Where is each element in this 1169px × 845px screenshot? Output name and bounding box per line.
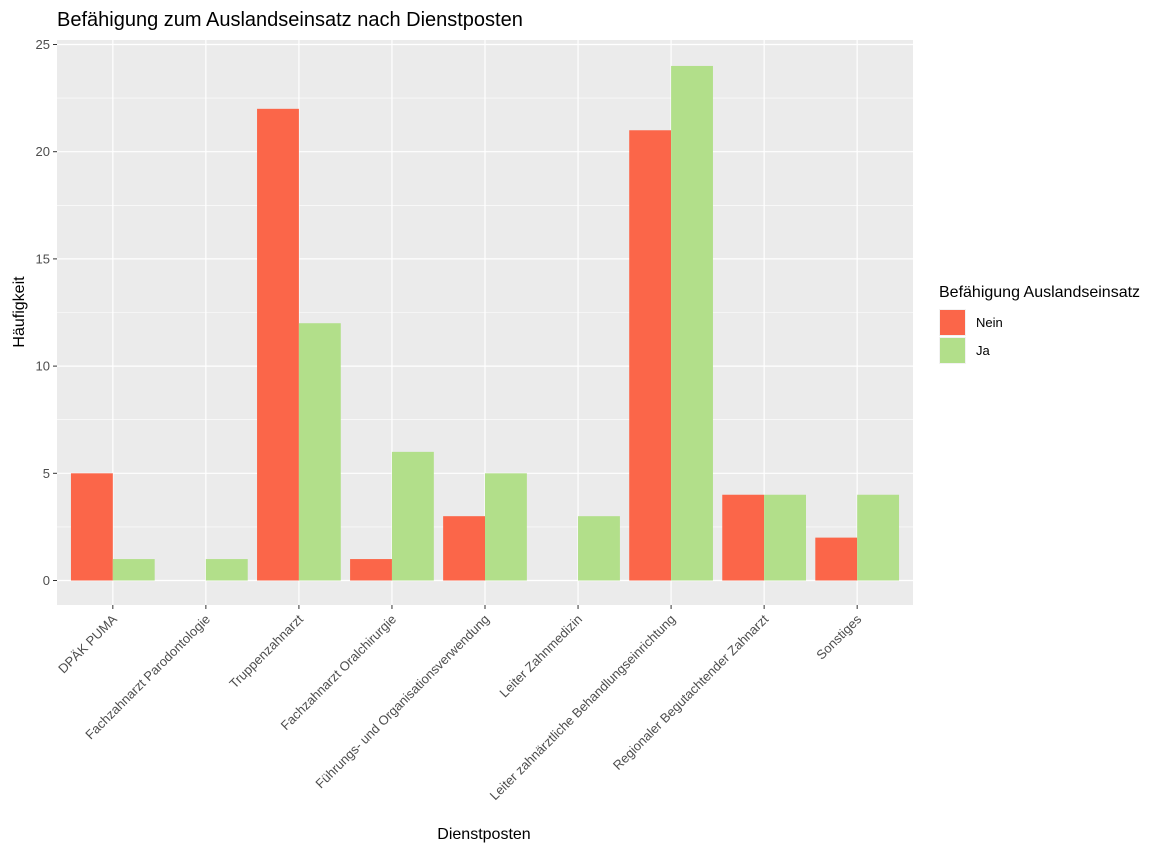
bar-ja [671, 65, 713, 581]
y-axis: 0 5 10 15 20 25 [36, 37, 57, 588]
bar-ja [857, 494, 900, 581]
bar-nein [629, 130, 672, 581]
x-tick-label: DPÄK PUMA [55, 611, 120, 676]
x-tick-label: Regionaler Begutachtender Zahnarzt [610, 611, 772, 773]
x-tick-label: Truppenzahnarzt [226, 611, 306, 691]
bar-ja [764, 494, 806, 581]
y-axis-title: Häufigkeit [11, 276, 28, 348]
legend-label-ja: Ja [976, 343, 991, 358]
x-tick-label: Leiter Zahnmedizin [496, 612, 585, 701]
legend-key-ja [940, 338, 965, 363]
y-tick-label: 25 [36, 37, 50, 52]
bar-ja [298, 323, 341, 581]
legend: Befähigung Auslandseinsatz Nein Ja [939, 284, 1140, 364]
bar-ja [578, 516, 620, 581]
legend-label-nein: Nein [976, 315, 1003, 330]
bar-ja [485, 473, 527, 581]
y-tick-label: 0 [43, 573, 50, 588]
bar-ja [112, 559, 155, 581]
x-tick-label: Sonstiges [813, 611, 864, 662]
bar-nein [257, 108, 299, 581]
x-tick-label: Leiter zahnärztliche Behandlungseinricht… [487, 612, 679, 804]
bar-nein [70, 473, 113, 581]
bar-nein [722, 494, 765, 581]
legend-title: Befähigung Auslandseinsatz [939, 284, 1140, 301]
bar-nein [350, 559, 392, 581]
bars [70, 65, 900, 581]
x-axis-title: Dienstposten [437, 826, 530, 843]
bar-ja [205, 559, 248, 581]
y-tick-label: 10 [36, 359, 50, 374]
bar-nein [815, 537, 858, 581]
legend-key-nein [940, 310, 965, 335]
bar-nein [443, 516, 485, 581]
chart-title: Befähigung zum Auslandseinsatz nach Dien… [57, 9, 523, 31]
bar-ja [391, 451, 434, 581]
y-tick-label: 20 [36, 144, 50, 159]
y-tick-label: 15 [36, 251, 50, 266]
x-tick-label: Führungs- und Organisationsverwendung [312, 612, 492, 792]
y-tick-label: 5 [43, 466, 50, 481]
